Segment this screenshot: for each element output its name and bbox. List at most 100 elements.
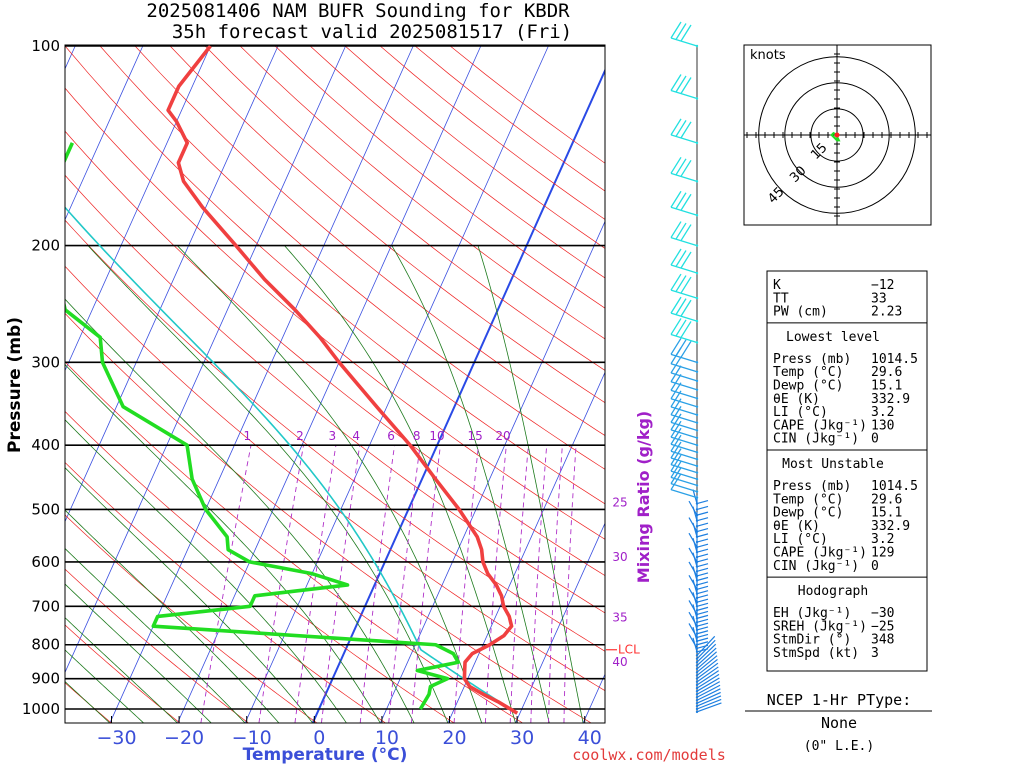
wind-barb xyxy=(670,118,699,145)
mixing-ratio-right-label: 35 xyxy=(612,611,627,625)
mixing-ratio-line xyxy=(530,445,548,723)
mixing-ratio-right-label: 25 xyxy=(612,495,627,509)
hodograph-stats-value: 348 xyxy=(871,633,894,648)
wind-barb xyxy=(688,561,709,578)
mixing-ratio-right-label: 30 xyxy=(612,550,627,564)
mixing-ratio-line xyxy=(258,445,304,723)
lowest-level-label: CIN (Jkg⁻¹) xyxy=(773,432,859,447)
isotherm-line xyxy=(515,522,605,723)
moist-adiabat-line xyxy=(65,363,381,723)
indices-table: K −12 TT 33 PW (cm) 2.23 Lowest level Press (mb… xyxy=(766,270,928,672)
mixing-ratio-line xyxy=(294,445,337,723)
wind-barb xyxy=(695,643,717,664)
mixing-ratio-line xyxy=(320,445,361,723)
pressure-tick-label: 100 xyxy=(31,37,60,55)
most-unstable-value: 1014.5 xyxy=(871,479,918,494)
index-value: 2.23 xyxy=(871,305,902,320)
wind-barb xyxy=(670,427,699,454)
most-unstable-value: 15.1 xyxy=(871,506,902,521)
wind-barb xyxy=(695,688,721,702)
wind-barb xyxy=(695,695,722,708)
index-label: PW (cm) xyxy=(773,305,828,320)
moist-adiabat-line xyxy=(477,245,584,723)
wind-barb xyxy=(688,611,709,628)
isotherm-line xyxy=(311,68,605,723)
mixing-ratio-line xyxy=(359,445,396,723)
temperature-tick-label: −10 xyxy=(232,727,272,749)
lowest-level-label: Press (mb) xyxy=(773,352,851,367)
isotherm-line xyxy=(65,45,144,221)
wind-barb xyxy=(688,623,709,639)
wind-barb xyxy=(695,658,718,677)
mixing-ratio-tick-label: 3 xyxy=(329,429,337,443)
dry-adiabat-line xyxy=(65,174,605,614)
lowest-level-value: 332.9 xyxy=(871,392,910,407)
most-unstable-value: 0 xyxy=(871,559,879,574)
chart-title-line2: 35h forecast valid 2025081517 (Fri) xyxy=(172,21,572,43)
most-unstable-label: CIN (Jkg⁻¹) xyxy=(773,559,859,574)
pressure-tick-label: 500 xyxy=(31,500,60,518)
most-unstable-value: 3.2 xyxy=(871,532,894,547)
wind-barb xyxy=(688,532,709,549)
moist-adiabat-line xyxy=(284,245,516,723)
wind-barb xyxy=(695,691,721,705)
moist-adiabat-line xyxy=(65,583,212,723)
dry-adiabat-line xyxy=(65,312,592,723)
hodograph-storm-motion xyxy=(834,132,840,138)
ptype-liquid-equivalent: (0" L.E.) xyxy=(804,739,874,754)
moist-adiabat-line xyxy=(65,298,415,723)
hodograph-units: knots xyxy=(750,48,786,63)
pressure-tick-label: 600 xyxy=(31,553,60,571)
isotherm-line xyxy=(109,45,414,723)
pressure-tick-label: 300 xyxy=(31,353,60,371)
isotherm-line xyxy=(65,45,279,523)
mixing-ratio-axis-label: Mixing Ratio (g/kg) xyxy=(634,411,653,583)
pressure-tick-label: 700 xyxy=(31,597,60,615)
moist-adiabat-line xyxy=(65,467,314,723)
dry-adiabat-line xyxy=(169,45,605,404)
wind-barb xyxy=(695,666,719,684)
wind-barb xyxy=(695,647,717,667)
wind-barb xyxy=(688,575,709,591)
mixing-ratio-right-label: 40 xyxy=(612,655,627,669)
index-label: TT xyxy=(773,291,789,306)
dry-adiabat-line xyxy=(65,461,386,723)
chart-title-line1: 2025081406 NAM BUFR Sounding for KBDR xyxy=(146,0,570,22)
hodograph-stats-label: StmSpd (kt) xyxy=(773,646,859,661)
dry-adiabat-line xyxy=(65,568,249,723)
mixing-ratio-tick-label: 20 xyxy=(495,429,510,443)
temperature-tick-label: 40 xyxy=(578,727,602,749)
wind-barb xyxy=(695,583,709,600)
most-unstable-label: θE (K) xyxy=(773,519,820,534)
dry-adiabat-line xyxy=(65,514,318,723)
wind-barb xyxy=(695,557,709,573)
site-credit: coolwx.com/models xyxy=(572,746,726,764)
moist-adiabat-line xyxy=(87,245,449,723)
wind-barbs-column xyxy=(670,21,722,714)
wind-barb xyxy=(688,600,709,616)
axis-ticks: −30 −20 −10 0 10 20 30 401 2 3 4 6 8 10 15 2025303540LC… xyxy=(96,429,640,749)
dry-adiabat-line xyxy=(99,45,605,470)
lcl-label: LCL xyxy=(618,643,640,657)
mixing-ratio-line xyxy=(453,445,479,723)
index-value: −12 xyxy=(871,278,894,293)
pressure-tick-label: 1000 xyxy=(22,700,60,718)
hodograph-stats-label: SREH (Jkg⁻¹) xyxy=(773,619,867,634)
dry-adiabat-line xyxy=(449,45,605,164)
wind-barb xyxy=(670,441,699,468)
isobars: 100 200 300 400 500 600 700 800 900 1000 xyxy=(22,37,605,718)
wind-barb xyxy=(670,420,699,447)
mixing-ratio-tick-label: 10 xyxy=(429,429,444,443)
wind-barb xyxy=(670,382,699,408)
lowest-level-label: CAPE (Jkg⁻¹) xyxy=(773,418,867,433)
wind-barb xyxy=(670,365,699,391)
wind-barb xyxy=(670,74,699,100)
lowest-level-value: 0 xyxy=(871,432,879,447)
dewpoint-trace xyxy=(65,142,461,710)
mixing-ratio-line xyxy=(388,445,421,723)
hodograph-stats-label: StmDir (°) xyxy=(773,633,851,648)
wind-barb xyxy=(670,356,699,383)
wind-barb xyxy=(695,655,718,674)
most-unstable-label: Press (mb) xyxy=(773,479,851,494)
